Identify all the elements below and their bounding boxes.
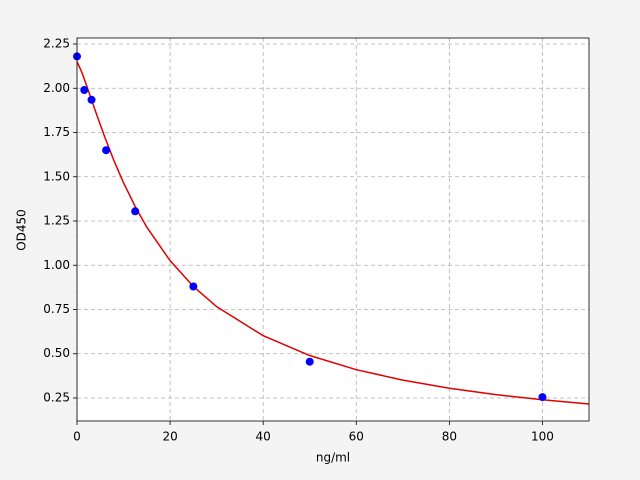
x-tick-label: 20 (162, 430, 177, 444)
y-tick-label: 1.25 (43, 214, 70, 228)
x-tick-label: 100 (531, 430, 554, 444)
data-point (189, 282, 198, 291)
y-tick-label: 0.25 (43, 390, 70, 404)
x-tick-label: 80 (442, 430, 457, 444)
data-point (538, 393, 547, 402)
y-tick-label: 1.50 (43, 169, 70, 183)
y-tick-label: 2.25 (43, 37, 70, 51)
y-tick-label: 1.75 (43, 125, 70, 139)
y-axis-label: OD450 (15, 209, 29, 251)
y-tick-label: 2.00 (43, 81, 70, 95)
data-point (87, 95, 96, 104)
plot-background (77, 38, 589, 421)
plot-frame (76, 37, 590, 422)
data-point (305, 357, 314, 366)
x-tick-label: 60 (349, 430, 364, 444)
y-tick-label: 0.50 (43, 346, 70, 360)
x-axis-label: ng/ml (316, 451, 350, 465)
data-point (131, 207, 140, 216)
fit-curve (76, 61, 590, 405)
x-tick-label: 40 (256, 430, 271, 444)
y-tick-label: 1.00 (43, 258, 70, 272)
x-tick-label: 0 (73, 430, 81, 444)
data-point (102, 146, 111, 155)
data-point (80, 86, 89, 95)
y-tick-label: 0.75 (43, 302, 70, 316)
